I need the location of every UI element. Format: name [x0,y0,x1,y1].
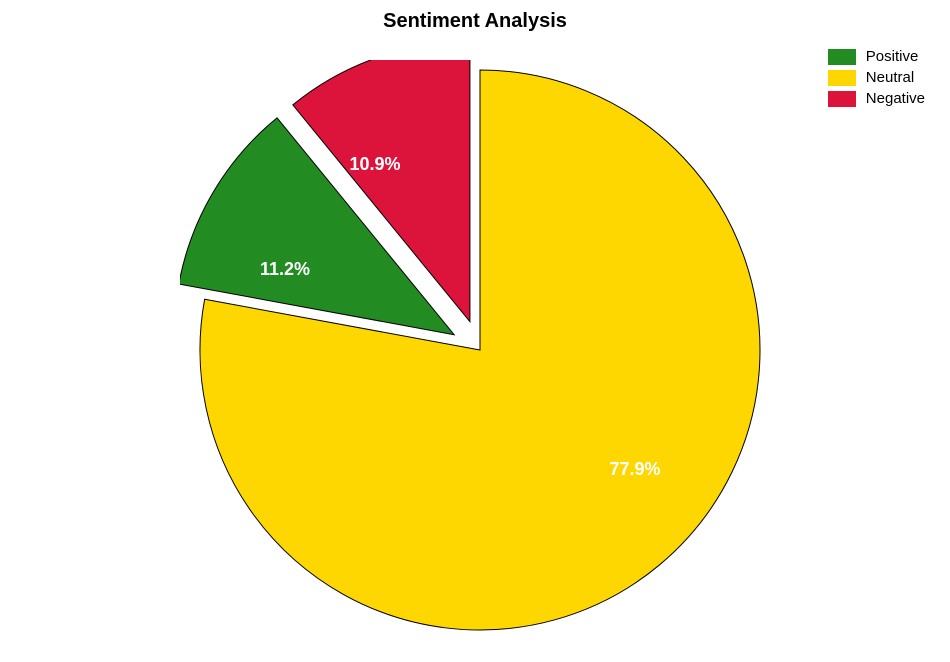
legend-label-positive: Positive [866,48,919,65]
slice-label-negative: 10.9% [349,154,400,174]
legend-item-negative: Negative [828,90,925,107]
legend-swatch-negative [828,91,856,107]
chart-title: Sentiment Analysis [383,10,567,33]
slice-label-positive: 11.2% [260,259,310,279]
legend-swatch-neutral [828,70,856,86]
legend-swatch-positive [828,49,856,65]
legend-label-neutral: Neutral [866,69,914,86]
legend-item-neutral: Neutral [828,69,925,86]
pie-svg: 77.9% 11.2% 10.9% [180,60,780,650]
slice-label-neutral: 77.9% [609,459,660,479]
legend-item-positive: Positive [828,48,925,65]
legend-label-negative: Negative [866,90,925,107]
sentiment-pie-chart: Sentiment Analysis 77.9% 11.2% 10.9% Posit… [0,0,950,662]
chart-legend: Positive Neutral Negative [828,48,925,107]
